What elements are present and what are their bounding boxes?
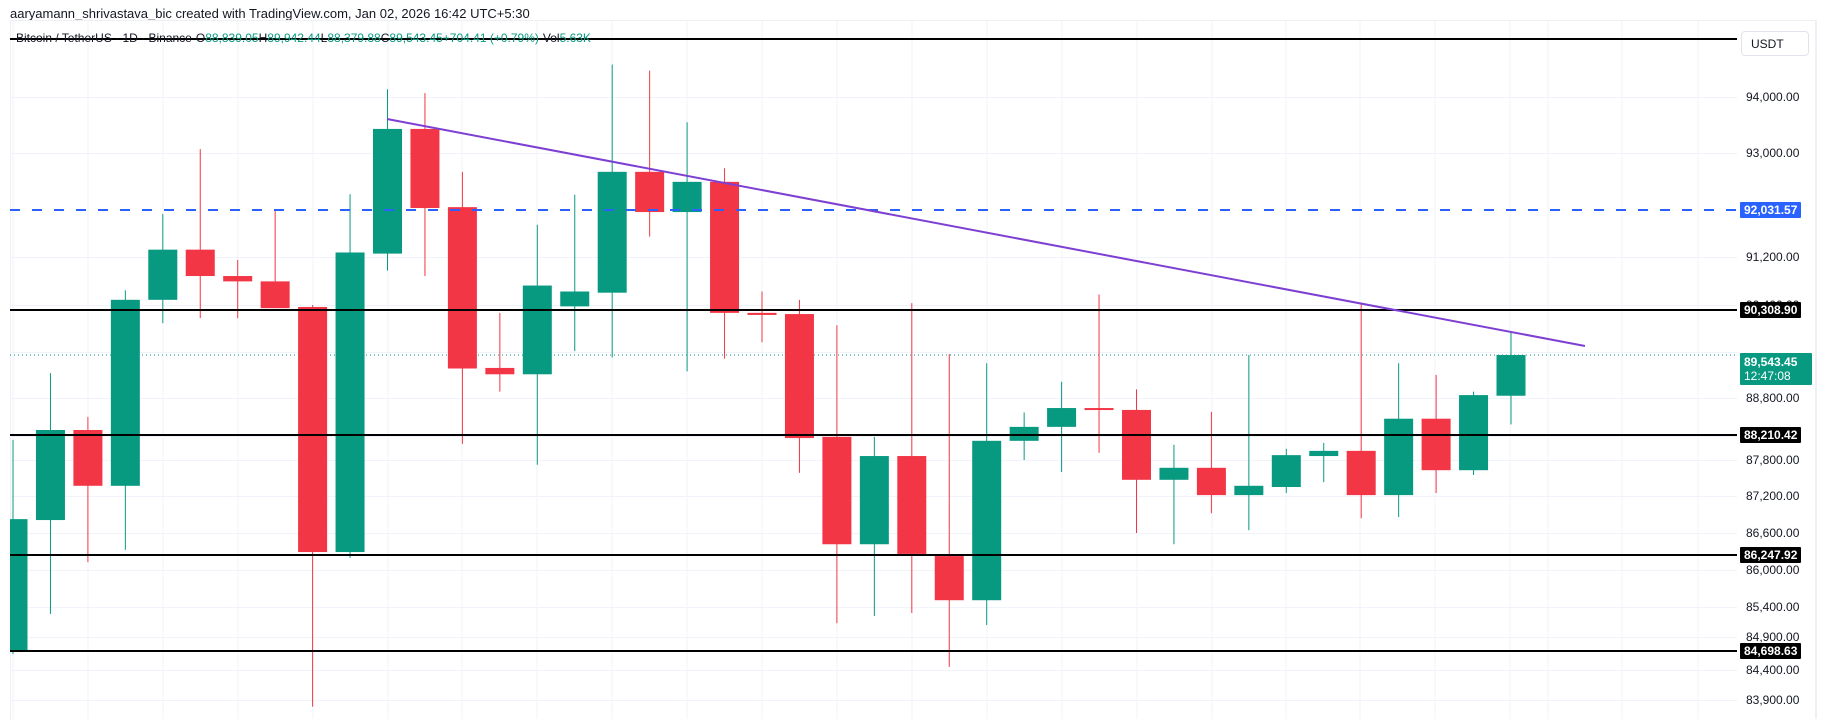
high-value: 89,942.44 (267, 31, 321, 45)
candle-up (1009, 426, 1039, 441)
price-tick-label: 86,000.00 (1746, 563, 1800, 577)
candle-up (148, 249, 178, 300)
candle-down (1196, 467, 1226, 496)
candle-up (110, 299, 140, 486)
candle-up (335, 252, 365, 553)
price-tick-label: 87,200.00 (1746, 489, 1800, 503)
price-tick-label: 84,900.00 (1746, 630, 1800, 644)
symbol-title[interactable]: Bitcoin / TetherUS · 1D · Binance (16, 31, 192, 45)
candle-down (1122, 409, 1151, 480)
candle-down (223, 276, 253, 282)
symbol-legend: Bitcoin / TetherUS · 1D · Binance O88,83… (16, 31, 591, 45)
candle-up (597, 171, 627, 293)
open-label: O (195, 31, 206, 45)
price-tick-label: 86,600.00 (1746, 526, 1800, 540)
candle-down (1421, 418, 1451, 471)
candle-up (972, 440, 1002, 601)
candle-up (1459, 395, 1489, 471)
price-level-tag[interactable]: 88,210.42 (1740, 427, 1802, 443)
candle-down (897, 456, 927, 554)
bar-countdown: 12:47:08 (1744, 369, 1791, 383)
candle-up (560, 291, 590, 307)
candle-down (934, 556, 964, 601)
price-level-tag[interactable]: 92,031.57 (1740, 202, 1802, 218)
candle-up (1384, 418, 1414, 496)
price-level-tag[interactable]: 84,698.63 (1740, 643, 1802, 659)
candle-down (185, 249, 215, 277)
candle-down (260, 281, 290, 309)
price-tick-label: 91,200.00 (1746, 250, 1800, 264)
price-tick-label: 88,800.00 (1746, 391, 1800, 405)
candle-up (1159, 467, 1189, 480)
candle-down (784, 314, 814, 439)
price-level-tag[interactable]: 86,247.92 (1740, 547, 1802, 563)
candle-down (1084, 408, 1114, 411)
volume-label: Vol (542, 31, 560, 45)
candle-up (1271, 455, 1301, 487)
candle-up (672, 181, 702, 213)
high-label: H (258, 31, 268, 45)
candle-down (298, 306, 328, 553)
change-value: +704.41 (+0.79%) (442, 31, 539, 45)
candle-up (35, 430, 65, 521)
currency-selector[interactable]: USDT (1741, 31, 1809, 56)
candle-down (485, 367, 515, 375)
last-price-value: 89,543.45 (1744, 355, 1798, 369)
candle-up (522, 285, 552, 375)
candle-down (635, 171, 665, 213)
price-tick-label: 87,800.00 (1746, 453, 1800, 467)
open-value: 88,839.05 (205, 31, 259, 45)
low-value: 88,379.88 (327, 31, 381, 45)
candle-up (373, 128, 402, 254)
price-axis-border (1815, 20, 1817, 719)
price-tick-label: 84,400.00 (1746, 663, 1800, 677)
candle-up (1047, 408, 1077, 427)
candle-up (10, 519, 28, 651)
candle-up (1309, 450, 1339, 457)
plot-area (10, 21, 1737, 719)
last-price-tag[interactable]: 89,543.45 12:47:08 (1740, 353, 1812, 385)
candle-up (1496, 355, 1526, 396)
chart-frame (10, 20, 1817, 720)
close-value: 89,543.45 (389, 31, 443, 45)
price-tick-label: 94,000.00 (1746, 90, 1800, 104)
trendline (386, 118, 1586, 347)
candle-down (710, 181, 740, 313)
candle-down (447, 207, 477, 369)
chart-attribution: aaryamann_shrivastava_bic created with T… (10, 6, 530, 21)
volume-value: 5.63K (559, 31, 591, 45)
candle-down (822, 436, 852, 545)
candle-down (747, 312, 777, 315)
low-label: L (320, 31, 328, 45)
candle-up (859, 456, 889, 545)
price-tick-label: 83,900.00 (1746, 693, 1800, 707)
candle-down (73, 430, 103, 486)
candle-down (410, 128, 440, 209)
price-tick-label: 93,000.00 (1746, 146, 1800, 160)
close-label: C (380, 31, 390, 45)
candle-up (1234, 485, 1264, 496)
candle-down (1346, 450, 1376, 496)
price-level-tag[interactable]: 90,308.90 (1740, 302, 1802, 318)
price-tick-label: 85,400.00 (1746, 600, 1800, 614)
